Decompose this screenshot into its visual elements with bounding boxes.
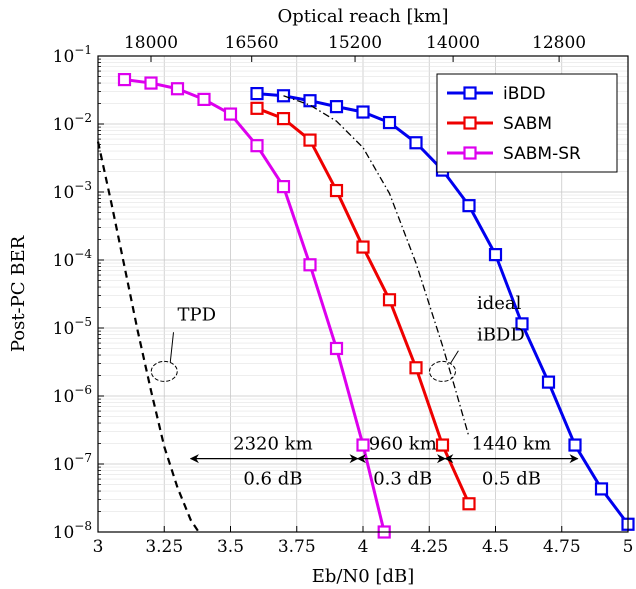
data-point-0 [382, 115, 397, 130]
data-point-0 [329, 100, 344, 114]
data-point-1 [435, 438, 450, 452]
annotation-label: ideal [477, 293, 522, 314]
top-tick-label: 18000 [124, 33, 178, 53]
tpd-leader-line [169, 332, 174, 363]
top-tick-label: 16560 [225, 33, 279, 53]
legend-marker [463, 116, 477, 130]
data-point-2 [303, 258, 317, 272]
gap-top-label: 960 km [369, 434, 437, 455]
data-point-2 [250, 139, 264, 153]
x-tick-label: 4 [358, 537, 369, 557]
y-tick-label: 10−7 [53, 451, 92, 475]
gap-bottom-label: 0.3 dB [373, 469, 432, 490]
ibdd-leader-line [450, 350, 459, 364]
data-point-2 [276, 180, 291, 194]
legend: iBDD SABM SABM-SR [436, 73, 618, 173]
y-tick-label: 10−5 [53, 315, 92, 339]
legend-label: iBDD [503, 84, 546, 104]
gap-top-label: 2320 km [233, 434, 313, 455]
legend-label: SABM [503, 114, 552, 134]
x-tick-label: 4.5 [482, 537, 509, 557]
x-tick-label: 3 [93, 537, 104, 557]
data-point-0 [356, 105, 370, 119]
data-point-0 [250, 86, 264, 101]
data-point-0 [515, 317, 529, 331]
gap-bottom-label: 0.6 dB [243, 469, 302, 490]
data-point-0 [488, 248, 503, 262]
y-tick-label: 10−8 [53, 519, 92, 543]
top-tick-label: 12800 [532, 33, 586, 53]
x-tick-label: 3.75 [278, 537, 316, 557]
top-tick-label: 15200 [328, 33, 382, 53]
data-point-0 [409, 136, 423, 150]
gap-bottom-label: 0.5 dB [482, 469, 541, 490]
x-axis-label: Eb/N0 [dB] [312, 566, 414, 587]
x-tick-label: 3.25 [145, 537, 183, 557]
x-tick-label: 4.75 [543, 537, 581, 557]
data-point-1 [303, 133, 317, 147]
legend-marker [463, 146, 477, 160]
data-point-0 [594, 482, 609, 496]
data-point-1 [329, 183, 344, 198]
gap-top-label: 1440 km [472, 434, 552, 455]
data-point-2 [356, 438, 370, 452]
annotations: TPD ideal iBDD 2320 km 0.6 dB 960 km 0.3 dB 144… [150, 293, 579, 490]
x-tick-label: 5 [623, 537, 634, 557]
annotation-label: TPD [178, 304, 217, 325]
data-point-1 [462, 497, 476, 511]
x-tick-label: 4.25 [410, 537, 448, 557]
data-point-1 [409, 361, 423, 375]
data-point-2 [117, 72, 132, 87]
data-point-0 [568, 438, 582, 452]
data-point-0 [303, 94, 317, 108]
data-point-0 [541, 375, 556, 389]
x-tick-label: 3.5 [217, 537, 244, 557]
data-point-2 [223, 107, 238, 121]
y-tick-label: 10−4 [53, 247, 93, 271]
y-tick-label: 10−3 [53, 179, 92, 203]
series-line-4 [283, 95, 470, 438]
data-point-2 [329, 341, 344, 356]
annotation-label: iBDD [477, 325, 525, 346]
curve-callout-ellipse [150, 360, 178, 382]
data-point-2 [197, 92, 211, 107]
data-point-2 [144, 76, 158, 90]
data-point-1 [276, 112, 291, 126]
top-axis-label: Optical reach [km] [278, 6, 449, 27]
y-tick-label: 10−1 [53, 43, 92, 67]
data-point-1 [356, 240, 370, 254]
y-tick-label: 10−6 [53, 383, 92, 407]
data-point-1 [250, 101, 264, 115]
legend-marker [463, 86, 477, 100]
curve-callout-ellipse [429, 360, 456, 382]
axes: 3 3.25 3.5 3.75 4 4.25 4.5 4.75 5 18000 16560 15200… [8, 6, 633, 587]
data-point-2 [170, 82, 185, 96]
top-tick-label: 14000 [426, 33, 480, 53]
series-layer [96, 72, 635, 539]
data-point-1 [382, 293, 397, 307]
y-axis-label: Post-PC BER [8, 235, 29, 352]
data-point-0 [462, 199, 476, 213]
series-line-3 [96, 141, 200, 533]
legend-label: SABM-SR [503, 144, 581, 164]
y-tick-label: 10−2 [53, 111, 92, 135]
